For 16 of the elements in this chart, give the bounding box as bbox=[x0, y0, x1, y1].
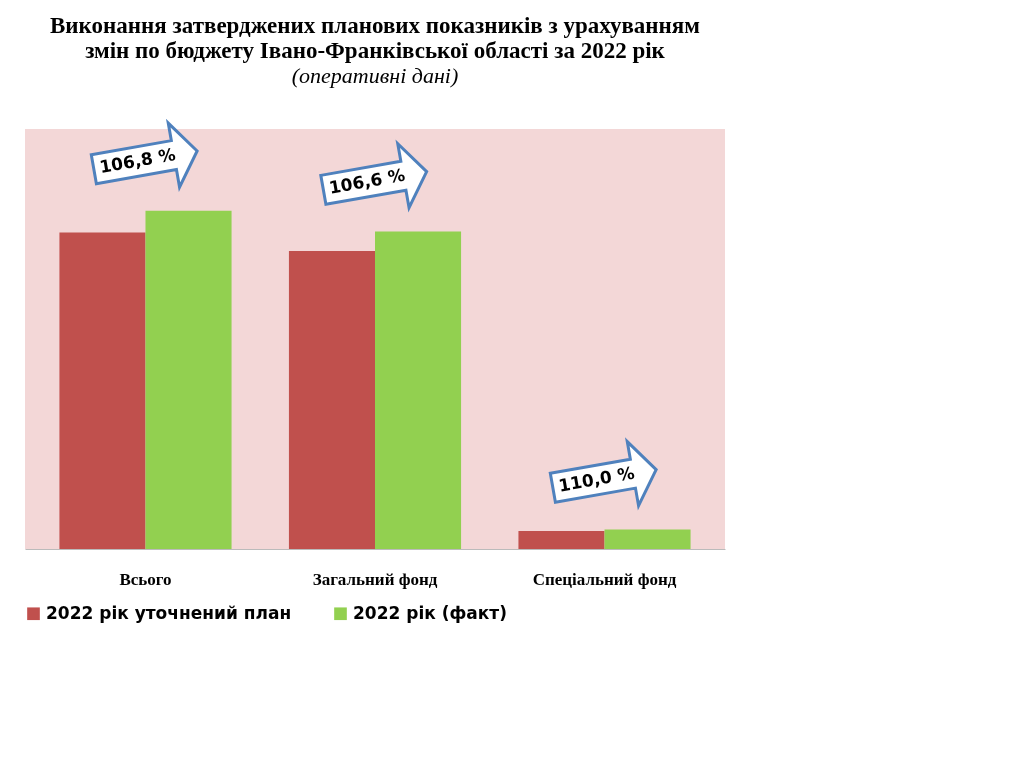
annotation: 110,0 % bbox=[556, 462, 636, 496]
bar bbox=[604, 529, 691, 549]
x-tick-label: Загальний фонд bbox=[312, 569, 438, 589]
legend-label: 2022 рік (факт) bbox=[353, 602, 507, 623]
text: 106,8 % bbox=[97, 144, 177, 178]
legend-label: 2022 рік уточнений план bbox=[46, 602, 292, 623]
text: 106,6 % bbox=[327, 164, 407, 198]
x-tick-label: Всього bbox=[119, 569, 172, 589]
bar bbox=[288, 251, 375, 549]
bar bbox=[518, 531, 605, 549]
chart-title: Виконання затверджених планових показників з урахуванням змін по бюджету Івано-Франківської області за 2022 рік bbox=[50, 13, 700, 64]
bar bbox=[145, 210, 232, 549]
chart-subtitle: (оперативні дані) bbox=[291, 63, 459, 89]
bar bbox=[59, 232, 146, 549]
bar bbox=[375, 231, 462, 549]
x-tick-label: Спеціальний фонд bbox=[532, 569, 677, 589]
